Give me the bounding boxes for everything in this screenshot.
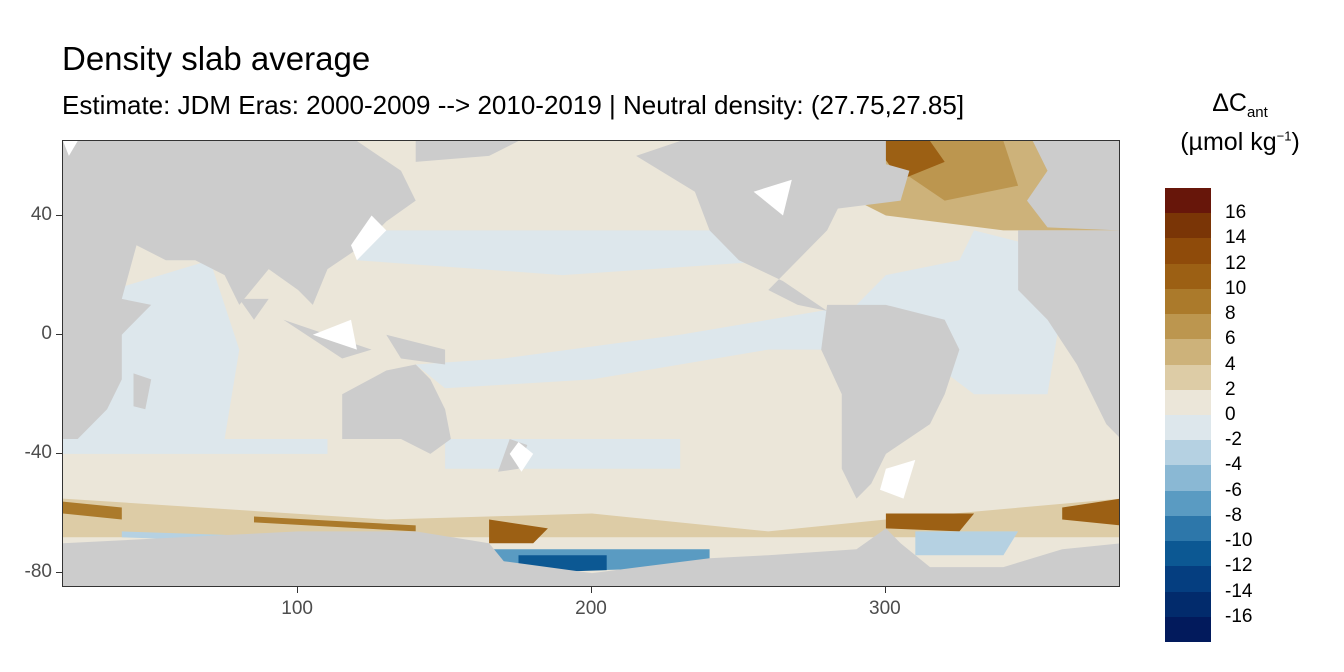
land-mass — [821, 304, 960, 499]
legend-label: 10 — [1225, 277, 1247, 299]
legend-label: 8 — [1225, 303, 1236, 325]
land-mass — [415, 141, 519, 162]
legend-swatch — [1165, 566, 1211, 592]
land-mass — [63, 141, 416, 439]
legend-label: 14 — [1225, 227, 1247, 249]
legend-label: -6 — [1225, 479, 1242, 501]
north-pacific-cool-region — [356, 230, 783, 276]
x-tick-label: 100 — [281, 598, 313, 619]
y-tick-label: -80 — [24, 561, 52, 583]
no-data-patch — [312, 319, 357, 350]
y-tick-mark — [56, 452, 62, 454]
legend-swatch — [1165, 188, 1211, 214]
legend-label: -10 — [1225, 530, 1253, 552]
legend-label: 6 — [1225, 328, 1236, 350]
land-mass — [1027, 141, 1119, 231]
legend-swatch — [1165, 263, 1211, 289]
legend-label: 4 — [1225, 353, 1236, 375]
legend-label: 2 — [1225, 378, 1236, 400]
legend-label: -12 — [1225, 555, 1253, 577]
legend-swatch — [1165, 339, 1211, 365]
legend-swatch — [1165, 364, 1211, 390]
land-mass — [386, 334, 446, 365]
legend-swatch — [1165, 213, 1211, 239]
chart-title: Density slab average — [62, 40, 371, 77]
weddell-warm-patch — [63, 501, 122, 520]
legend-swatch — [1165, 465, 1211, 491]
legend-swatch — [1165, 414, 1211, 441]
no-data-patch — [880, 459, 916, 499]
no-data-patch — [509, 442, 534, 472]
no-data-patch — [63, 141, 78, 156]
legend-label: 12 — [1225, 252, 1247, 274]
legend-swatch — [1165, 541, 1211, 567]
chart-subtitle: Estimate: JDM Eras: 2000-2009 --> 2010-2… — [62, 90, 965, 120]
y-tick-mark — [56, 572, 62, 574]
legend-label: 16 — [1225, 202, 1247, 224]
no-data-patch — [753, 179, 792, 216]
east-warm-patch — [1062, 498, 1119, 526]
legend-label: -8 — [1225, 504, 1242, 526]
land-mass — [342, 364, 451, 454]
legend-swatch — [1165, 515, 1211, 542]
land-mass — [1018, 230, 1119, 437]
legend-label: 0 — [1225, 404, 1236, 425]
legend-label: -14 — [1225, 580, 1253, 602]
land-mass — [63, 528, 1119, 586]
labrador-warm-core — [871, 141, 945, 180]
x-tick-label: 200 — [575, 598, 607, 619]
y-tick-label: -40 — [24, 441, 52, 463]
no-data-patch — [351, 215, 387, 261]
equatorial-cool-region — [415, 230, 1063, 395]
ross-warm-patch — [489, 519, 548, 544]
legend-swatch — [1165, 238, 1211, 264]
land-mass — [239, 298, 269, 320]
y-tick-mark — [56, 214, 62, 216]
x-tick-mark — [591, 587, 592, 593]
legend-swatch — [1165, 389, 1211, 415]
y-tick-label: 40 — [30, 203, 52, 225]
map-svg — [63, 141, 1119, 586]
land-mass — [133, 373, 152, 410]
x-tick-mark — [297, 587, 299, 593]
legend-swatch — [1165, 314, 1211, 340]
indian-sector-warm-band — [254, 516, 416, 532]
weddell-cool-region — [915, 531, 1019, 556]
legend-swatch — [1165, 288, 1211, 315]
x-tick-label: 300 — [869, 598, 901, 619]
legend-swatch — [1165, 490, 1211, 516]
legend-label: -4 — [1225, 454, 1242, 476]
tasman-cool-patch — [445, 439, 681, 469]
y-tick-label: 0 — [41, 322, 52, 344]
legend-label: -16 — [1225, 605, 1253, 627]
land-mass — [783, 155, 910, 216]
legend-swatch — [1165, 616, 1211, 642]
south-indian-cool-band — [63, 439, 328, 454]
drake-warm-patch — [885, 513, 975, 532]
southern-ocean-warm-belt — [63, 498, 1119, 538]
map-panel — [62, 140, 1120, 587]
x-tick-mark — [884, 587, 886, 593]
legend-label: -2 — [1225, 429, 1242, 451]
y-tick-mark — [56, 333, 62, 335]
legend-title: ΔCant (µmol kg−1) — [1180, 89, 1300, 156]
legend-swatch — [1165, 440, 1211, 466]
legend-swatch — [1165, 591, 1211, 617]
legend-colorbar — [1165, 188, 1211, 642]
